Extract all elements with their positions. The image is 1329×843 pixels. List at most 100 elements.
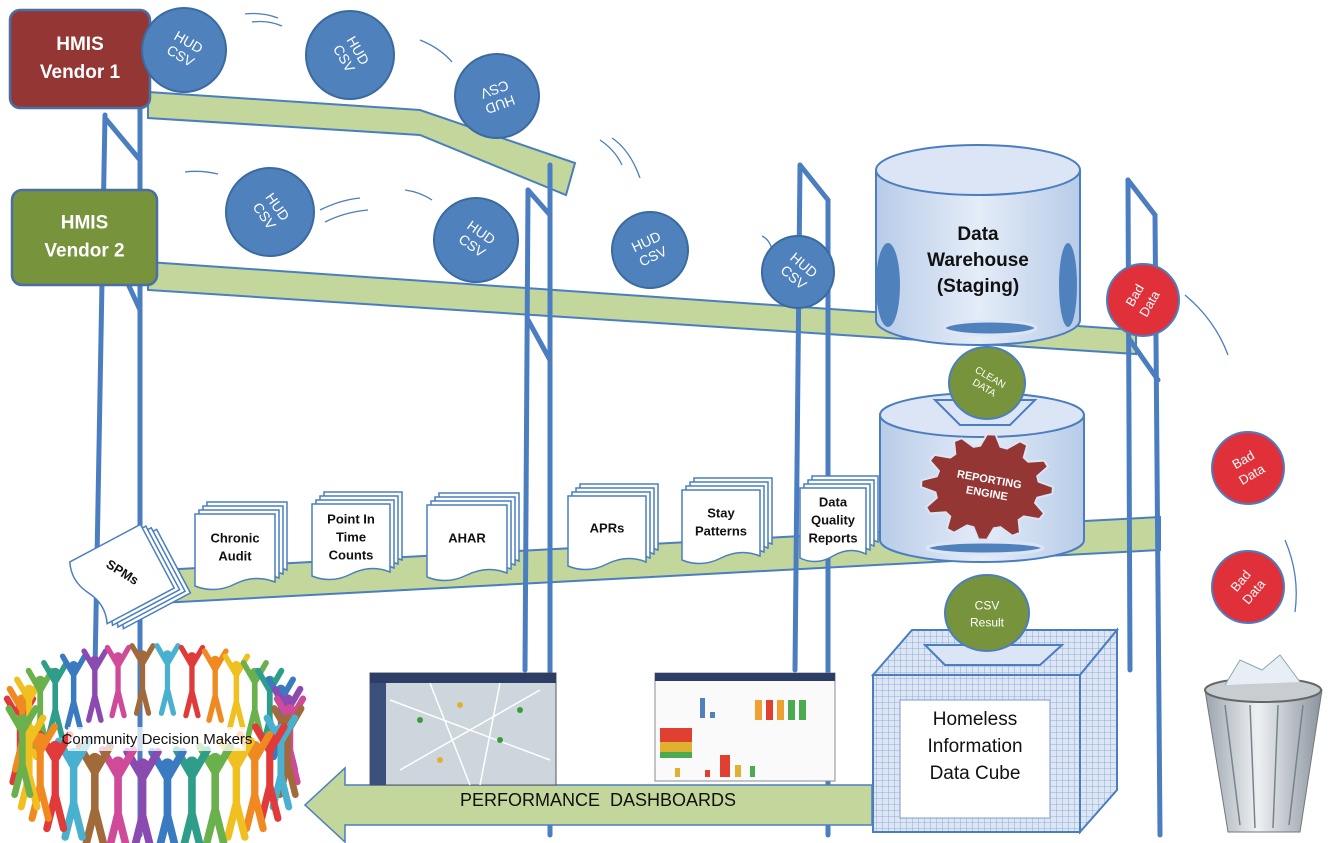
- community-label-bg: [68, 727, 246, 751]
- person-body: [75, 742, 114, 843]
- report-label: Chronic Audit: [210, 530, 259, 563]
- report-stack: [681, 477, 773, 565]
- csv-result-label: CSV Result: [970, 599, 1005, 630]
- hud-csv-ball: [225, 167, 315, 257]
- person-body: [55, 737, 93, 841]
- report-label: Data Quality Reports: [808, 494, 857, 545]
- person-body: [36, 730, 74, 833]
- gear: [919, 433, 1055, 541]
- report-label-line: AHAR: [448, 530, 486, 545]
- map-dashboard: [369, 672, 557, 786]
- data-cube-label-line: Information: [927, 736, 1022, 757]
- report-stack: [567, 483, 659, 571]
- vendor-label-line: HMIS: [56, 34, 104, 55]
- person: [36, 730, 74, 833]
- vendor-box: [10, 188, 159, 287]
- person: [41, 660, 70, 739]
- data-cube-label-line: Homeless: [933, 709, 1017, 730]
- report-stack: [426, 492, 520, 582]
- person: [201, 648, 229, 723]
- person: [123, 747, 162, 843]
- report-label-line: Chronic: [210, 530, 259, 545]
- data-cube: [870, 627, 1120, 835]
- person-body: [104, 644, 132, 719]
- person-body: [236, 730, 274, 833]
- warehouse-label-line: (Staging): [937, 276, 1019, 297]
- warehouse-label-line: Warehouse: [927, 250, 1029, 271]
- csv-result-ball: [944, 574, 1030, 652]
- bad-data-ball: [1106, 263, 1180, 337]
- report-page: [194, 513, 276, 591]
- person-body: [25, 667, 55, 749]
- report-stack: [311, 491, 403, 581]
- vendor-label: HMIS Vendor 2: [44, 213, 124, 262]
- report-stack: [799, 475, 879, 563]
- person-body: [11, 714, 47, 811]
- report-label: Point In Time Counts: [327, 511, 375, 562]
- warehouse-label: Data Warehouse (Staging): [927, 224, 1029, 297]
- report-page: [681, 489, 761, 565]
- person: [222, 653, 251, 730]
- chart-dashboard: [654, 672, 836, 782]
- person: [25, 667, 55, 749]
- person-body: [263, 714, 299, 811]
- person: [172, 746, 212, 843]
- report-label: APRs: [590, 520, 625, 535]
- person-body: [98, 746, 138, 843]
- person: [5, 705, 40, 799]
- person-body: [154, 643, 181, 716]
- report-label-line: APRs: [590, 520, 625, 535]
- report-label-line: Patterns: [695, 523, 747, 538]
- hud-csv-ball: [433, 197, 519, 283]
- report-label-line: Stay: [707, 505, 735, 520]
- report-label-line: Point In: [327, 511, 375, 526]
- person-body: [41, 660, 70, 739]
- person: [178, 644, 206, 719]
- dashboards-label: PERFORMANCE DASHBOARDS: [460, 790, 736, 810]
- person-body: [148, 747, 187, 843]
- person: [104, 644, 132, 719]
- csv-result-label-line: Result: [970, 616, 1005, 630]
- report-label-line: Data: [819, 494, 848, 509]
- vendor-label-line: HMIS: [61, 213, 109, 234]
- person: [98, 746, 138, 843]
- person: [148, 747, 187, 843]
- report-stack: [194, 501, 288, 591]
- vendor-label-line: Vendor 1: [40, 62, 121, 83]
- person-body: [201, 648, 229, 723]
- person-body: [81, 648, 109, 723]
- vendor-box: [8, 8, 152, 110]
- person-body: [178, 644, 206, 719]
- hud-csv-ball: [141, 7, 227, 93]
- person-body: [129, 643, 156, 716]
- dashboard-arrow: [303, 766, 873, 843]
- person-body: [5, 705, 40, 799]
- vendor-label-line: Vendor 2: [44, 241, 124, 262]
- hud-csv-ball: [454, 53, 540, 139]
- vendor-label: HMIS Vendor 1: [40, 34, 121, 83]
- hud-csv-ball: [305, 10, 395, 100]
- person-body: [217, 737, 255, 841]
- person-body: [59, 653, 88, 730]
- hud-csv-ball: [761, 235, 835, 309]
- hud-csv-ball: [611, 211, 689, 289]
- report-label: AHAR: [448, 530, 486, 545]
- person-body: [255, 667, 285, 749]
- report-label-line: Time: [336, 529, 366, 544]
- clean-data-ball: [948, 346, 1026, 420]
- person-body: [196, 742, 235, 843]
- person-body: [172, 746, 212, 843]
- community-label: Community Decision Makers: [62, 731, 253, 748]
- person: [129, 643, 156, 716]
- report-label-line: Quality: [811, 512, 856, 527]
- person-body: [251, 723, 288, 822]
- person: [196, 742, 235, 843]
- report-stack: [68, 523, 192, 630]
- report-label-line: Reports: [808, 530, 857, 545]
- person-body: [123, 747, 162, 843]
- report-page: [68, 523, 176, 625]
- data-cube-label: Homeless Information Data Cube: [927, 709, 1022, 784]
- report-page: [311, 503, 391, 581]
